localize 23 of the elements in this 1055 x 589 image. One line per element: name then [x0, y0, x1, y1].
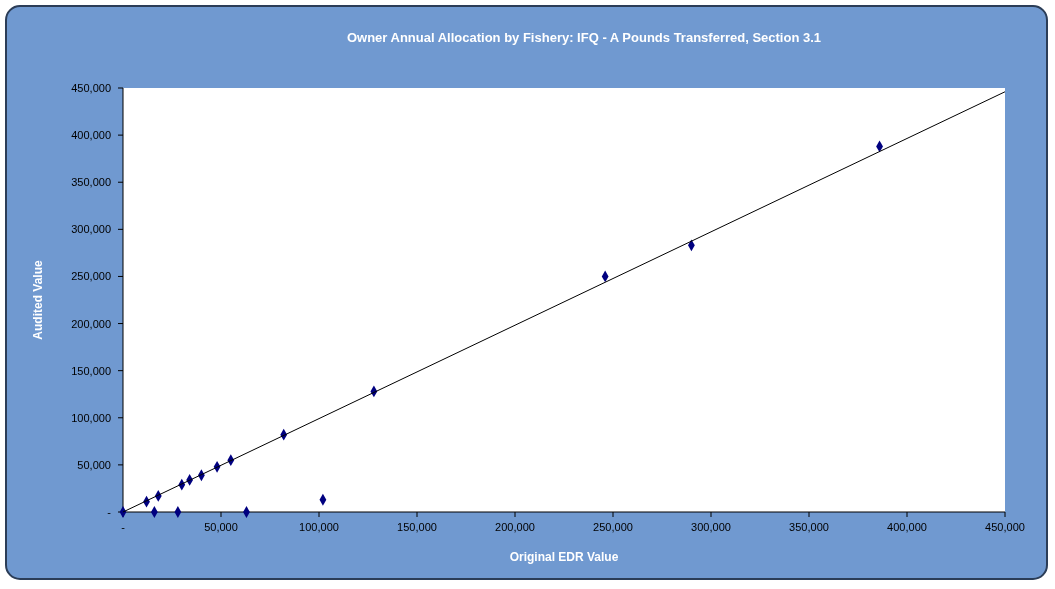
x-tick-label: 400,000 [887, 521, 927, 533]
y-tick-label: 100,000 [71, 411, 111, 424]
y-tick-label: 250,000 [71, 270, 111, 283]
y-tick-label: 450,000 [71, 82, 111, 94]
x-axis-title: Original EDR Value [509, 550, 619, 564]
x-tick-label: 200,000 [495, 521, 535, 533]
y-tick-label: 200,000 [71, 317, 111, 330]
x-tick-label: 450,000 [985, 521, 1025, 533]
y-tick-label: 150,000 [71, 364, 111, 377]
x-tick-label: 350,000 [789, 521, 829, 533]
y-tick-label: 400,000 [71, 129, 111, 142]
y-axis-title: Audited Value [31, 260, 45, 340]
x-tick-label: 100,000 [299, 521, 339, 533]
y-tick-label: 300,000 [71, 223, 111, 236]
chart-title: Owner Annual Allocation by Fishery: IFQ - A Pounds Transferred, Section 3.1 [346, 30, 822, 45]
y-tick-label: 350,000 [71, 176, 111, 189]
x-tick-label: 300,000 [691, 521, 731, 533]
x-tick-label: 150,000 [397, 521, 437, 533]
y-tick-label: - [107, 506, 112, 518]
x-tick-label: 50,000 [204, 521, 238, 533]
x-tick-label: - [121, 521, 126, 533]
x-tick-label: 250,000 [593, 521, 633, 533]
y-tick-label: 50,000 [77, 458, 111, 471]
